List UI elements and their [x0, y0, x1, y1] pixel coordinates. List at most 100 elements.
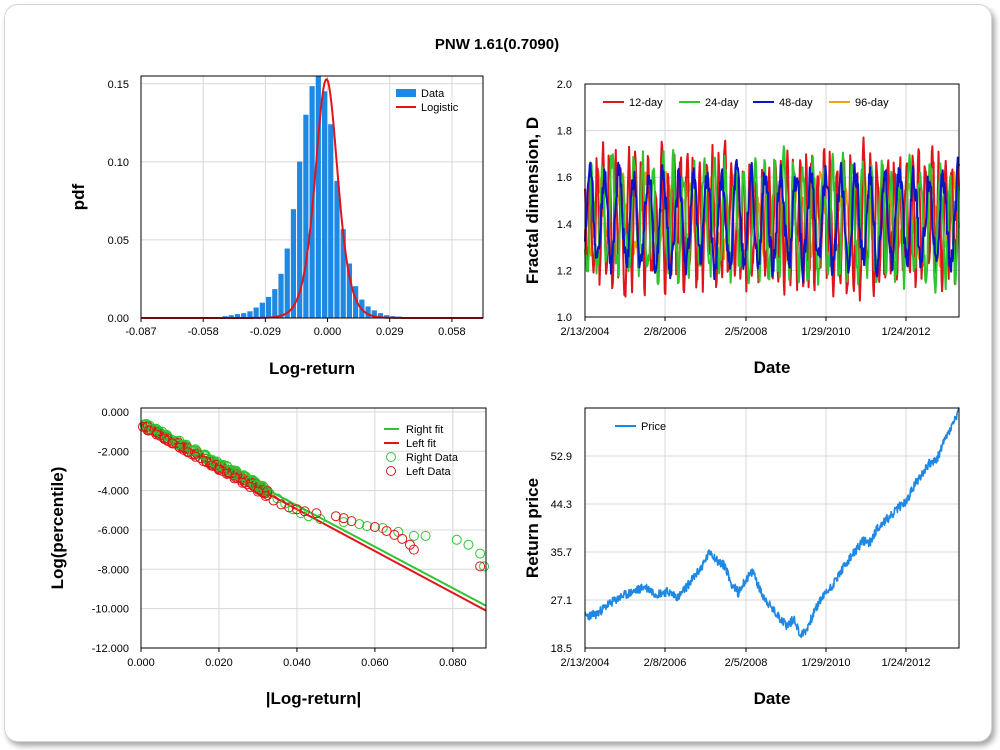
tail-left-data-point	[397, 533, 408, 544]
fractal-y-axis-label: Fractal dimension, D	[523, 117, 542, 284]
price-y-axis-label: Return price	[523, 478, 542, 578]
pdf-legend-data-swatch	[396, 89, 416, 97]
price-y-tick-label: 44.3	[551, 499, 572, 511]
tail-left-data-point	[151, 429, 162, 440]
tail-right-data-point	[280, 498, 291, 509]
price-x-tick-label: 2/5/2008	[725, 657, 768, 669]
tail-left-data-point	[213, 464, 224, 475]
pdf-plot-area	[140, 75, 484, 319]
tail-left-data-point	[299, 506, 310, 517]
tail-left-data-point	[211, 459, 222, 470]
tail-legend-label: Left Data	[406, 466, 452, 478]
pdf-histogram-bar	[334, 180, 340, 318]
tail-legend-label: Left fit	[406, 438, 436, 450]
tail-left-data-point	[262, 485, 273, 496]
pdf-x-tick-label: 0.029	[376, 326, 404, 338]
tail-left-data-point	[237, 477, 248, 488]
tail-left-data-point	[369, 522, 380, 533]
tail-x-tick-label: 0.000	[127, 657, 155, 669]
tail-left-data-point	[206, 460, 217, 471]
pdf-histogram-bar	[371, 310, 377, 318]
tail-x-tick-label: 0.020	[205, 657, 233, 669]
tail-legend-label: Right Data	[406, 452, 459, 464]
pdf-y-tick-label: 0.00	[108, 313, 129, 325]
tail-right-data-point	[479, 561, 490, 572]
tail-left-data-point	[230, 472, 241, 483]
tail-plot-area	[140, 407, 487, 649]
fractal-series-48-day-line	[584, 156, 960, 284]
fractal-x-tick-label: 2/13/2004	[561, 326, 610, 338]
tail-left-data-point	[221, 468, 232, 479]
tail-left-data-point	[159, 434, 170, 445]
pdf-y-tick-label: 0.15	[108, 79, 129, 91]
pdf-x-tick-label: -0.058	[188, 326, 219, 338]
tail-left-data-point	[167, 438, 178, 449]
tail-x-axis-label: |Log-return|	[266, 689, 361, 708]
pdf-x-tick-label: 0.058	[438, 326, 466, 338]
tail-left-data-point	[381, 525, 392, 536]
fractal-x-tick-label: 1/24/2012	[882, 326, 931, 338]
tail-left-data-point	[245, 482, 256, 493]
pdf-histogram-bar	[346, 263, 353, 318]
tail-left-data-point	[182, 447, 193, 458]
tail-right-data-point	[408, 530, 419, 541]
pdf-legend-logistic-label: Logistic	[421, 102, 459, 114]
price-y-tick-label: 35.7	[551, 547, 572, 559]
tail-left-data-point	[174, 442, 185, 453]
pdf-histogram-bar	[265, 296, 272, 318]
pdf-histogram-bar	[290, 209, 297, 318]
pdf-histogram-bar	[365, 306, 371, 318]
tail-x-tick-label: 0.060	[361, 657, 389, 669]
fractal-x-axis-label: Date	[754, 358, 791, 377]
price-y-tick-label: 52.9	[551, 451, 572, 463]
pdf-histogram-bar	[241, 313, 247, 318]
fractal-x-tick-label: 2/8/2006	[644, 326, 687, 338]
fractal-y-tick-label: 1.8	[557, 126, 572, 138]
fractal-legend-label-12-day: 12-day	[629, 97, 663, 109]
tail-y-axis-label: Log(percentile)	[48, 467, 67, 590]
pdf-y-axis-label: pdf	[69, 183, 88, 210]
tail-left-data-point	[408, 544, 419, 555]
tail-left-data-point	[291, 504, 302, 515]
tail-left-data-point	[229, 473, 240, 484]
tail-right-data-point	[420, 530, 431, 541]
tail-left-data-point	[198, 456, 209, 467]
pdf-histogram-bar	[353, 286, 359, 318]
tail-left-data-point	[252, 486, 263, 497]
pdf-histogram-bar	[253, 307, 259, 318]
price-x-tick-label: 2/13/2004	[561, 657, 610, 669]
panel-tail-log-percentile: 0.000 0.020 0.040 0.060 0.080 0.000 -2.000 -4.0…	[48, 407, 490, 708]
fractal-plot-area	[584, 83, 960, 318]
pdf-histogram-bar	[340, 229, 346, 318]
price-x-tick-label: 2/8/2006	[644, 657, 687, 669]
chart-frame	[4, 4, 992, 742]
fractal-y-tick-label: 1.0	[557, 312, 572, 324]
fractal-y-tick-label: 1.4	[557, 219, 572, 231]
tail-left-data-point	[311, 508, 322, 519]
fractal-legend-label-96-day: 96-day	[855, 97, 889, 109]
tail-x-tick-label: 0.040	[283, 657, 311, 669]
tail-y-tick-label: -2.000	[98, 446, 129, 458]
tail-right-data-point	[475, 548, 486, 559]
fractal-y-tick-label: 2.0	[557, 79, 572, 91]
tail-x-tick-label: 0.080	[439, 657, 467, 669]
pdf-histogram-bar	[247, 311, 253, 318]
pdf-histogram-bar	[234, 314, 241, 318]
pdf-histogram-bar	[228, 315, 234, 318]
pdf-histogram-bar	[377, 313, 384, 318]
pdf-legend-data-label: Data	[421, 88, 445, 100]
tail-left-data-point	[143, 425, 154, 436]
pdf-histogram-bar	[328, 124, 334, 319]
tail-right-data-point	[463, 539, 474, 550]
pdf-histogram-bar	[303, 114, 309, 318]
price-line	[584, 407, 960, 639]
tail-left-data-point	[260, 491, 271, 502]
pdf-histogram-bar	[278, 273, 284, 318]
tail-legend-left-data-swatch	[386, 466, 396, 476]
tail-left-data-point	[330, 511, 341, 522]
tail-y-tick-label: -8.000	[98, 564, 129, 576]
tail-y-tick-label: -12.000	[92, 643, 129, 655]
tail-left-data-point	[190, 451, 201, 462]
fractal-legend-label-48-day: 48-day	[779, 97, 813, 109]
